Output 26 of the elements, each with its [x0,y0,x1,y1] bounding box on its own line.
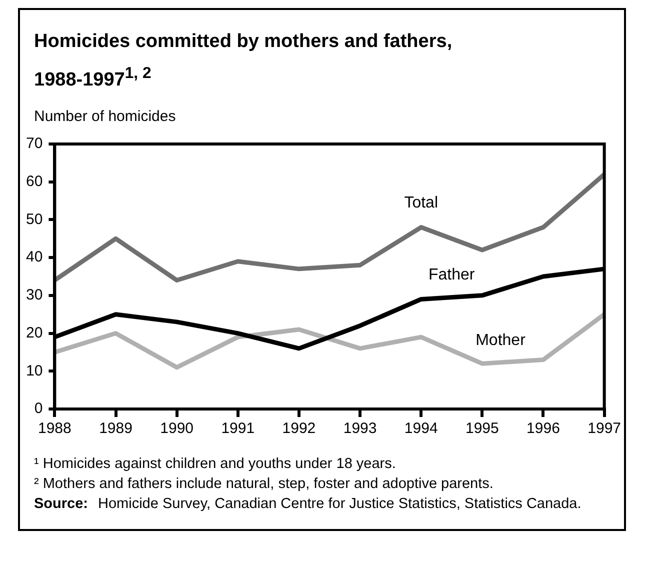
text: ¹ Homicides against children and youths under 18 years. [34,455,397,474]
x-tick-label: 1992 [282,420,316,438]
text: ² Mothers and fathers include natural, step, foster and adoptive parents. [34,475,494,494]
source-note: Source: Homicide Survey, Canadian Centre for Justice Statistics, Statistics Canada. [34,495,582,514]
series-label: Father [428,267,476,284]
y-tick-label: 0 [34,400,43,418]
y-tick-label: 10 [26,362,43,380]
chart-title: Homicides committed by mothers and fathers, 1988-1997$^{1, 2}$ [33,30,454,92]
x-tick-label: 1990 [160,420,194,438]
y-tick-label: 30 [26,286,43,304]
y-tick-label: 60 [26,173,43,190]
y-tick-label: 50 [26,211,43,228]
y-tick-label: 40 [26,249,43,266]
x-tick-label: 1988 [38,420,72,438]
series-label: Mother [476,332,526,350]
x-tick-label: 1995 [465,420,499,438]
x-tick-label: 1997 [588,420,622,438]
x-tick-label: 1991 [221,420,255,438]
y-tick-label: 20 [26,324,43,342]
series-label: Total [404,195,438,212]
x-tick-label: 1996 [526,420,560,438]
x-tick-label: 1994 [404,420,438,438]
x-tick-label: 1993 [343,420,377,438]
x-tick-label: 1989 [99,420,132,438]
y-axis-title: Number of homicides [33,108,177,126]
y-tick-label: 70 [26,135,43,152]
